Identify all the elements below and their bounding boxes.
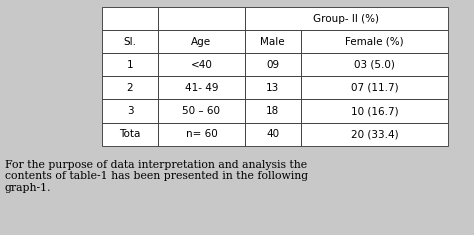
Text: 10 (16.7): 10 (16.7) xyxy=(351,106,398,116)
Bar xyxy=(245,7,448,30)
Bar xyxy=(158,123,245,146)
Text: 1: 1 xyxy=(127,60,133,70)
Text: Male: Male xyxy=(260,37,285,47)
Text: 50 – 60: 50 – 60 xyxy=(182,106,220,116)
Bar xyxy=(158,53,245,76)
Bar xyxy=(158,7,245,30)
Bar xyxy=(301,30,448,53)
Bar xyxy=(245,76,301,99)
Text: n= 60: n= 60 xyxy=(185,129,217,139)
Text: <40: <40 xyxy=(191,60,212,70)
Text: 09: 09 xyxy=(266,60,279,70)
Text: 18: 18 xyxy=(266,106,279,116)
Text: 03 (5.0): 03 (5.0) xyxy=(354,60,395,70)
Bar xyxy=(102,99,158,123)
Bar xyxy=(301,99,448,123)
Text: Age: Age xyxy=(191,37,211,47)
Bar xyxy=(158,76,245,99)
Bar xyxy=(102,7,158,30)
Bar xyxy=(245,99,301,123)
Text: 20 (33.4): 20 (33.4) xyxy=(351,129,398,139)
Bar xyxy=(102,30,158,53)
Text: For the purpose of data interpretation and analysis the
contents of table-1 has : For the purpose of data interpretation a… xyxy=(5,160,308,193)
Bar xyxy=(245,53,301,76)
Text: 3: 3 xyxy=(127,106,133,116)
Text: Tota: Tota xyxy=(119,129,141,139)
Bar xyxy=(102,53,158,76)
Text: 07 (11.7): 07 (11.7) xyxy=(351,83,398,93)
Text: Group- II (%): Group- II (%) xyxy=(313,14,379,24)
Bar xyxy=(158,30,245,53)
Bar xyxy=(301,123,448,146)
Bar xyxy=(301,76,448,99)
Bar xyxy=(158,99,245,123)
Bar xyxy=(245,30,301,53)
Text: 41- 49: 41- 49 xyxy=(185,83,218,93)
Text: Sl.: Sl. xyxy=(124,37,137,47)
Text: 40: 40 xyxy=(266,129,279,139)
Text: Female (%): Female (%) xyxy=(345,37,404,47)
Text: 13: 13 xyxy=(266,83,279,93)
Bar xyxy=(102,123,158,146)
Bar xyxy=(102,76,158,99)
Bar xyxy=(301,53,448,76)
Text: 2: 2 xyxy=(127,83,133,93)
Bar xyxy=(245,123,301,146)
